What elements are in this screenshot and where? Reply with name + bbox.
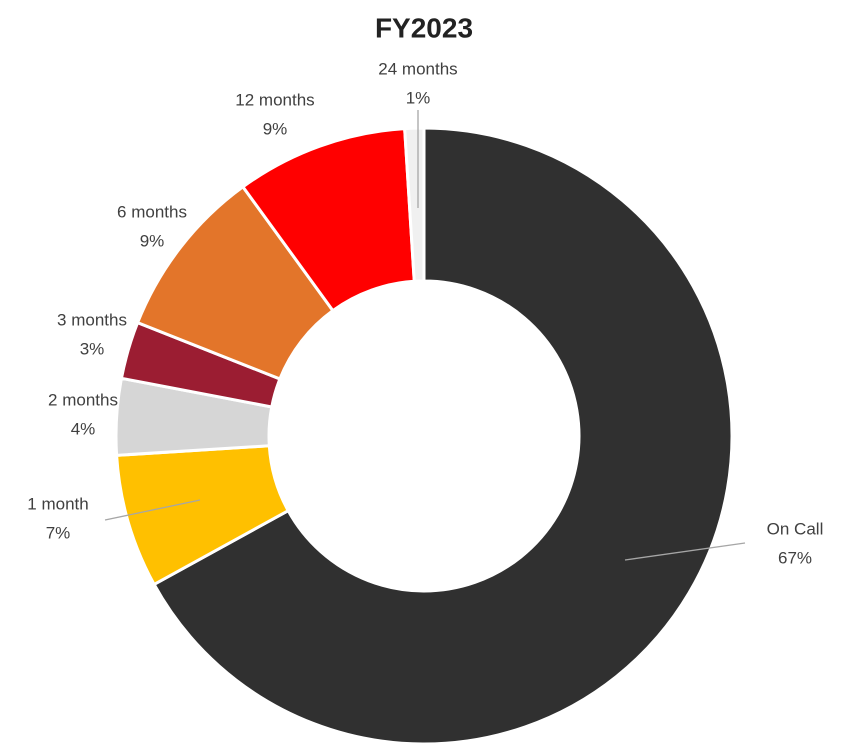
- slice-value-label: 4%: [71, 419, 96, 438]
- slice-value-label: 1%: [406, 88, 431, 107]
- slice-label: 1 month: [27, 494, 88, 513]
- slice-value-label: 3%: [80, 339, 105, 358]
- chart-title: FY2023: [375, 12, 473, 43]
- slice-label: 12 months: [235, 90, 314, 109]
- slice-value-label: 9%: [140, 231, 165, 250]
- slice-label: 24 months: [378, 59, 457, 78]
- leader-line: [624, 542, 746, 561]
- slice-label: 6 months: [117, 202, 187, 221]
- slice-value-label: 9%: [263, 119, 288, 138]
- donut-slice: [403, 126, 426, 283]
- slice-value-label: 67%: [778, 548, 812, 567]
- slice-label: 2 months: [48, 390, 118, 409]
- slice-value-label: 7%: [46, 523, 71, 542]
- donut-slice: [152, 126, 734, 746]
- leader-line: [104, 499, 201, 521]
- slice-label: 3 months: [57, 310, 127, 329]
- slice-label: On Call: [767, 519, 824, 538]
